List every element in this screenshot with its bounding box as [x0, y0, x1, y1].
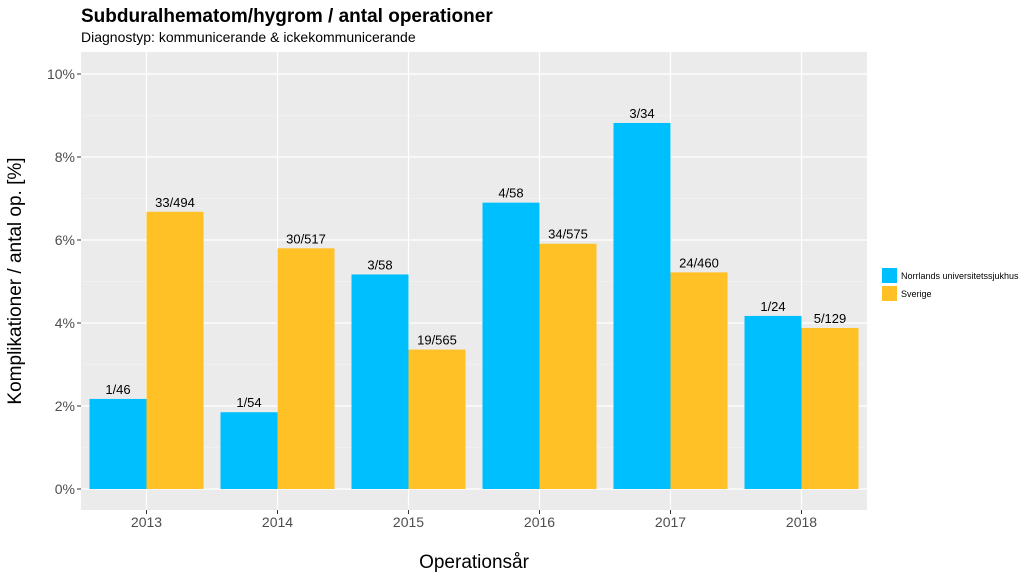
bar-label: 33/494	[155, 195, 195, 210]
legend-swatch	[882, 286, 897, 301]
y-axis: 0% 2% 4% 6% 8% 10%	[47, 66, 81, 497]
x-tick-label: 2018	[786, 514, 817, 530]
bar	[744, 315, 802, 489]
bar	[146, 211, 204, 489]
y-tick-label: 10%	[47, 66, 75, 82]
bar-label: 34/575	[548, 227, 588, 242]
chart-title: Subduralhematom/hygrom / antal operation…	[81, 6, 493, 27]
bars	[89, 122, 859, 489]
y-tick-label: 6%	[55, 232, 75, 248]
bar	[277, 248, 335, 489]
y-tick-label: 4%	[55, 315, 75, 331]
bar	[613, 122, 671, 489]
bar-label: 1/46	[105, 382, 130, 397]
x-tick-label: 2014	[262, 514, 293, 530]
bar	[539, 243, 597, 489]
bar-label: 1/24	[760, 299, 785, 314]
bar-label: 30/517	[286, 231, 326, 246]
bar-labels: 1/46 1/54 3/58 4/58 3/34 1/24 33/494 30/517 19/5…	[105, 106, 846, 410]
y-tick-label: 2%	[55, 398, 75, 414]
legend-label: Norrlands universitetssjukhus	[901, 271, 1019, 281]
grid-minor	[81, 115, 867, 448]
bar	[89, 398, 147, 489]
bar	[670, 272, 728, 489]
x-tick-label: 2013	[131, 514, 162, 530]
bar	[220, 412, 278, 489]
legend-label: Sverige	[901, 289, 932, 299]
plot-panel	[81, 52, 867, 510]
y-tick-label: 0%	[55, 481, 75, 497]
bar-label: 3/58	[367, 257, 392, 272]
x-tick-label: 2015	[393, 514, 424, 530]
legend-swatch	[882, 268, 897, 283]
bar	[482, 202, 540, 489]
y-tick-label: 8%	[55, 149, 75, 165]
bar	[351, 274, 409, 489]
x-axis-title: Operationsår	[419, 552, 530, 573]
bar-label: 24/460	[679, 255, 719, 270]
bar-label: 19/565	[417, 333, 457, 348]
y-axis-title: Komplikationer / antal op. [%]	[5, 157, 26, 404]
chart-subtitle: Diagnostyp: kommunicerande & ickekommuni…	[81, 29, 416, 45]
x-tick-label: 2017	[655, 514, 686, 530]
bar-label: 4/58	[498, 186, 523, 201]
x-axis: 2013 2014 2015 2016 2017 2018	[131, 510, 817, 530]
bar	[801, 327, 859, 489]
bar-label: 3/34	[629, 106, 654, 121]
bar-label: 5/129	[814, 311, 847, 326]
x-tick-label: 2016	[524, 514, 555, 530]
legend: Norrlands universitetssjukhus Sverige	[882, 268, 1019, 301]
bar	[408, 349, 466, 489]
bar-label: 1/54	[236, 395, 261, 410]
